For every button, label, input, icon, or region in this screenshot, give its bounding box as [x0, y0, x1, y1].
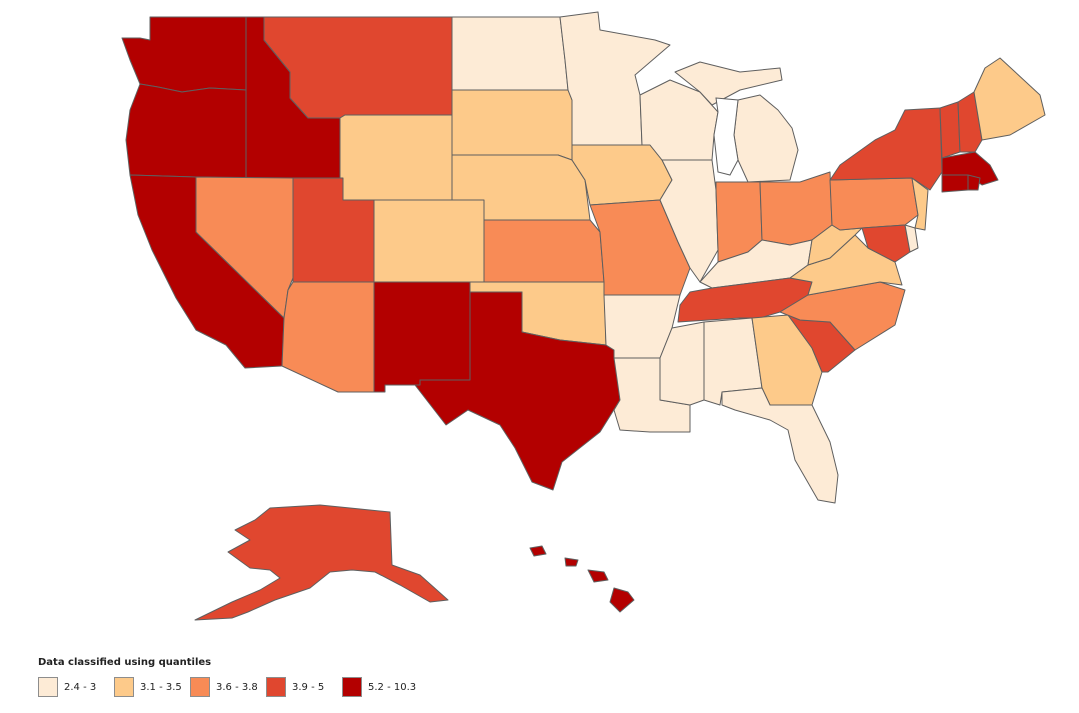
- state-wisconsin: [639, 79, 719, 161]
- legend-swatch: [114, 677, 134, 697]
- state-maine: [973, 57, 1046, 141]
- state-south-dakota: [451, 89, 573, 161]
- lake-michigan: [713, 97, 739, 176]
- state-oregon: [125, 83, 247, 179]
- legend-label: 5.2 - 10.3: [368, 681, 417, 693]
- legend-label: 2.4 - 3: [64, 681, 97, 693]
- legend-label: 3.1 - 3.5: [140, 681, 182, 693]
- state-arizona: [281, 281, 375, 393]
- state-alaska: [194, 504, 449, 621]
- state-new-york: [829, 107, 943, 191]
- state-rhode-island: [967, 174, 981, 191]
- legend-item: 2.4 - 3: [38, 677, 114, 697]
- state-florida: [721, 387, 839, 504]
- legend-title: Data classified using quantiles: [38, 657, 212, 668]
- state-hawaii-big-island: [609, 587, 635, 613]
- state-north-dakota: [451, 16, 569, 91]
- legend-swatch: [38, 677, 58, 697]
- legend-swatch: [190, 677, 210, 697]
- state-michigan: [733, 94, 799, 183]
- legend-item: 5.2 - 10.3: [342, 677, 428, 697]
- state-wyoming: [339, 114, 453, 201]
- legend-swatch: [342, 677, 362, 697]
- legend-item: 3.6 - 3.8: [190, 677, 266, 697]
- legend-items: 2.4 - 3 3.1 - 3.5 3.6 - 3.8 3.9 - 5 5.2 …: [38, 677, 458, 697]
- state-vermont: [939, 101, 961, 159]
- state-maryland: [861, 224, 911, 263]
- legend-label: 3.9 - 5: [292, 681, 325, 693]
- legend-item: 3.1 - 3.5: [114, 677, 190, 697]
- state-hawaii-kauai: [529, 545, 547, 557]
- state-washington: [121, 16, 247, 93]
- state-new-jersey: [911, 177, 929, 231]
- state-kansas: [483, 219, 605, 283]
- state-colorado: [373, 199, 485, 283]
- state-new-mexico: [373, 281, 471, 393]
- state-pennsylvania: [829, 177, 919, 231]
- state-hawaii-maui: [587, 569, 609, 583]
- state-connecticut: [941, 174, 969, 193]
- legend-item: 3.9 - 5: [266, 677, 342, 697]
- legend-swatch: [266, 677, 286, 697]
- legend-label: 3.6 - 3.8: [216, 681, 258, 693]
- state-texas: [414, 291, 621, 491]
- state-michigan-upper: [674, 61, 783, 106]
- state-illinois: [659, 159, 719, 283]
- map-legend: Data classified using quantiles 2.4 - 3 …: [38, 657, 458, 705]
- state-hawaii-oahu: [564, 557, 579, 567]
- us-states-map: [121, 11, 1046, 621]
- state-delaware: [904, 224, 919, 253]
